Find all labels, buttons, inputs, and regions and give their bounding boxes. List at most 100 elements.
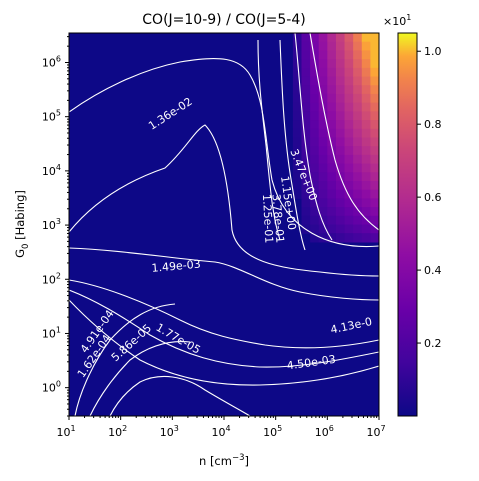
heatmap-cell <box>310 93 320 104</box>
heatmap-cell <box>344 120 354 130</box>
heatmap-cell <box>318 85 328 95</box>
y-tick-label: 105 <box>42 109 61 124</box>
heatmap-cell <box>344 41 354 52</box>
heatmap-cell <box>335 233 346 243</box>
heatmap-cell <box>335 215 346 226</box>
heatmap-cell <box>301 33 311 43</box>
heatmap-cell <box>353 111 363 121</box>
heatmap-cell <box>361 50 371 60</box>
heatmap-cell <box>335 76 346 86</box>
heatmap-cell <box>310 146 320 156</box>
heatmap-cell <box>353 224 363 234</box>
heatmap-cell <box>335 207 346 217</box>
heatmap-cell <box>361 215 371 226</box>
heatmap-cell <box>310 85 320 95</box>
heatmap-cell <box>335 41 346 52</box>
heatmap-cell <box>310 67 320 78</box>
heatmap-cell <box>353 207 363 217</box>
heatmap-cell <box>361 189 371 199</box>
heatmap-cell <box>292 180 303 191</box>
heatmap-cell <box>370 207 379 217</box>
heatmap-cell <box>361 207 371 217</box>
heatmap-cell <box>353 215 363 226</box>
heatmap-cell <box>370 33 379 43</box>
heatmap-cell <box>335 198 346 208</box>
heatmap-cell <box>370 102 379 112</box>
x-tick-label: 103 <box>160 424 179 439</box>
heatmap-cell <box>344 76 354 86</box>
heatmap-cell <box>301 172 311 182</box>
heatmap-cell <box>327 180 337 191</box>
x-tick-label: 104 <box>211 424 230 439</box>
heatmap-cell <box>318 154 328 165</box>
heatmap-cell <box>301 180 311 191</box>
heatmap-cell <box>353 163 363 173</box>
heatmap-cell <box>344 59 354 69</box>
heatmap-cell <box>318 128 328 139</box>
heatmap-cell <box>353 120 363 130</box>
y-tick-label: 102 <box>42 271 61 286</box>
heatmap-cell <box>318 172 328 182</box>
contour-line <box>69 124 379 277</box>
heatmap-cell <box>292 120 303 130</box>
colorbar-tick-label: 1.0 <box>424 45 442 58</box>
heatmap-cell <box>353 102 363 112</box>
heatmap-cell <box>292 146 303 156</box>
heatmap-cell <box>344 224 354 234</box>
heatmap-cell <box>327 215 337 226</box>
heatmap-cell <box>310 50 320 60</box>
heatmap-cell <box>370 215 379 226</box>
heatmap-cell <box>310 102 320 112</box>
x-tick-label: 106 <box>315 424 334 439</box>
heatmap-cell <box>310 163 320 173</box>
plot-area: 1.36e-023.47e+001.15e+003.78e-011.25e-01… <box>69 33 379 416</box>
heatmap-cell <box>370 41 379 52</box>
heatmap-cell <box>344 102 354 112</box>
heatmap-cell <box>361 233 371 243</box>
heatmap-cell <box>344 180 354 191</box>
heatmap-cell <box>370 180 379 191</box>
heatmap-cell <box>361 76 371 86</box>
y-tick-label: 106 <box>42 54 61 69</box>
heatmap-cell <box>310 33 320 43</box>
x-tick-label: 107 <box>366 424 385 439</box>
contour-label: 3.78e-01 <box>269 194 286 244</box>
heatmap-cell <box>353 93 363 104</box>
heatmap-cell <box>370 233 379 243</box>
heatmap-cell <box>361 154 371 165</box>
heatmap-cell <box>301 128 311 139</box>
heatmap-cell <box>344 172 354 182</box>
heatmap-cell <box>292 93 303 104</box>
heatmap-cell <box>335 111 346 121</box>
heatmap-cell <box>301 85 311 95</box>
heatmap-cell <box>301 189 311 199</box>
heatmap-cell <box>353 59 363 69</box>
heatmap-cell <box>335 102 346 112</box>
heatmap-cell <box>327 163 337 173</box>
heatmap-cell <box>310 154 320 165</box>
colorbar-ticks: 0.2 0.4 0.6 0.8 1.0 <box>417 45 442 350</box>
heatmap-cell <box>310 233 320 243</box>
heatmap-cell <box>370 93 379 104</box>
heatmap-cell <box>335 163 346 173</box>
heatmap-cell <box>318 146 328 156</box>
heatmap-cell <box>353 146 363 156</box>
heatmap-cell <box>370 137 379 147</box>
heatmap-cell <box>327 137 337 147</box>
colorbar-multiplier: ×101 <box>383 13 411 28</box>
heatmap-cell <box>292 172 303 182</box>
heatmap-cell <box>353 137 363 147</box>
heatmap-cell <box>310 41 320 52</box>
heatmap-cell <box>335 189 346 199</box>
heatmap-cell <box>361 33 371 43</box>
heatmap-cell <box>301 137 311 147</box>
colorbar-tick-label: 0.4 <box>424 264 442 277</box>
heatmap-cell <box>353 172 363 182</box>
heatmap-cell <box>327 146 337 156</box>
heatmap-cell <box>327 111 337 121</box>
heatmap-cell <box>370 76 379 86</box>
heatmap-cell <box>353 180 363 191</box>
heatmap-cell <box>327 154 337 165</box>
heatmap-cell <box>327 33 337 43</box>
heatmap-cell <box>292 189 303 199</box>
